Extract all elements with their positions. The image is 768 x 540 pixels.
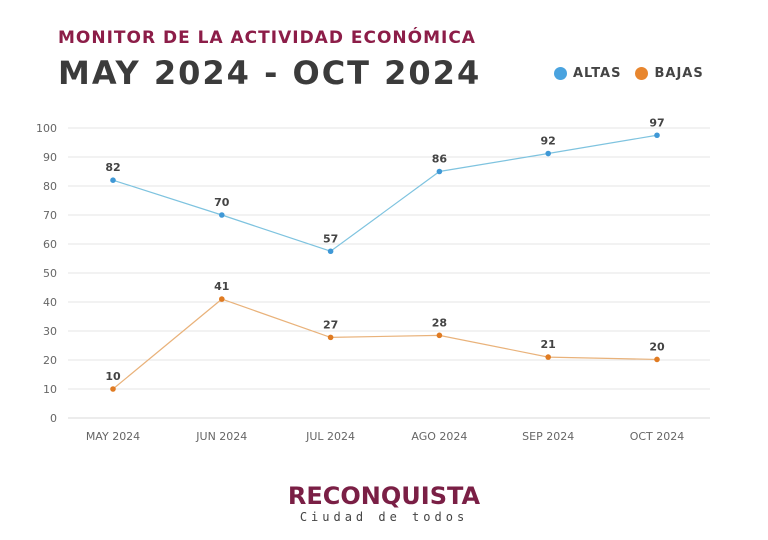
logo-wordmark: RECONQUISTA — [287, 482, 481, 510]
legend: ALTAS BAJAS — [554, 66, 704, 81]
data-point-altas — [219, 212, 225, 218]
legend-label-altas: ALTAS — [573, 66, 622, 81]
y-tick-label: 60 — [43, 238, 57, 251]
x-tick-label: JUL 2024 — [305, 430, 355, 443]
data-label-bajas: 20 — [649, 340, 665, 353]
y-tick-label: 30 — [43, 325, 57, 338]
data-point-altas — [436, 168, 443, 175]
data-label-altas: 86 — [432, 153, 448, 166]
data-point-bajas — [327, 334, 334, 341]
data-label-altas: 92 — [541, 135, 556, 148]
y-tick-label: 40 — [43, 296, 57, 309]
data-point-altas — [545, 150, 551, 157]
series-line-bajas — [112, 298, 658, 390]
data-label-bajas: 27 — [323, 318, 338, 331]
data-label-altas: 82 — [105, 161, 120, 174]
data-point-bajas — [545, 354, 551, 360]
y-tick-label: 10 — [43, 383, 57, 396]
x-tick-label: SEP 2024 — [522, 430, 574, 443]
data-point-bajas — [219, 296, 225, 302]
x-tick-label: JUN 2024 — [195, 430, 247, 443]
data-point-altas — [327, 248, 334, 255]
legend-label-bajas: BAJAS — [654, 66, 704, 81]
data-label-altas: 70 — [214, 196, 230, 209]
x-tick-label: OCT 2024 — [630, 430, 685, 443]
chart-subtitle: MONITOR DE LA ACTIVIDAD ECONÓMICA — [58, 28, 476, 48]
data-label-altas: 97 — [649, 116, 664, 129]
y-tick-label: 90 — [43, 151, 57, 164]
legend-marker-altas — [554, 67, 567, 80]
data-label-bajas: 10 — [105, 370, 121, 383]
data-point-bajas — [110, 386, 116, 392]
y-tick-label: 0 — [50, 412, 57, 425]
legend-item-altas: ALTAS — [554, 66, 621, 81]
legend-item-bajas: BAJAS — [635, 66, 703, 81]
series-line-altas — [112, 134, 658, 252]
y-tick-label: 100 — [36, 122, 57, 135]
logo-tagline: Ciudad de todos — [299, 510, 469, 524]
y-tick-label: 70 — [43, 209, 57, 222]
data-label-bajas: 21 — [541, 338, 556, 351]
data-point-bajas — [654, 356, 660, 363]
data-label-altas: 57 — [323, 232, 338, 245]
data-point-altas — [110, 177, 116, 183]
x-tick-label: MAY 2024 — [86, 430, 140, 443]
data-point-bajas — [436, 332, 443, 339]
data-label-bajas: 41 — [214, 280, 229, 293]
brand-logo: RECONQUISTA Ciudad de todos — [0, 482, 768, 524]
y-tick-label: 80 — [43, 180, 57, 193]
chart-title: MAY 2024 - OCT 2024 — [58, 54, 482, 92]
legend-marker-bajas — [635, 67, 649, 80]
y-tick-label: 50 — [43, 267, 57, 280]
x-tick-label: AGO 2024 — [411, 430, 467, 443]
y-tick-label: 20 — [43, 354, 57, 367]
data-label-bajas: 28 — [432, 316, 447, 329]
data-point-altas — [654, 132, 660, 139]
